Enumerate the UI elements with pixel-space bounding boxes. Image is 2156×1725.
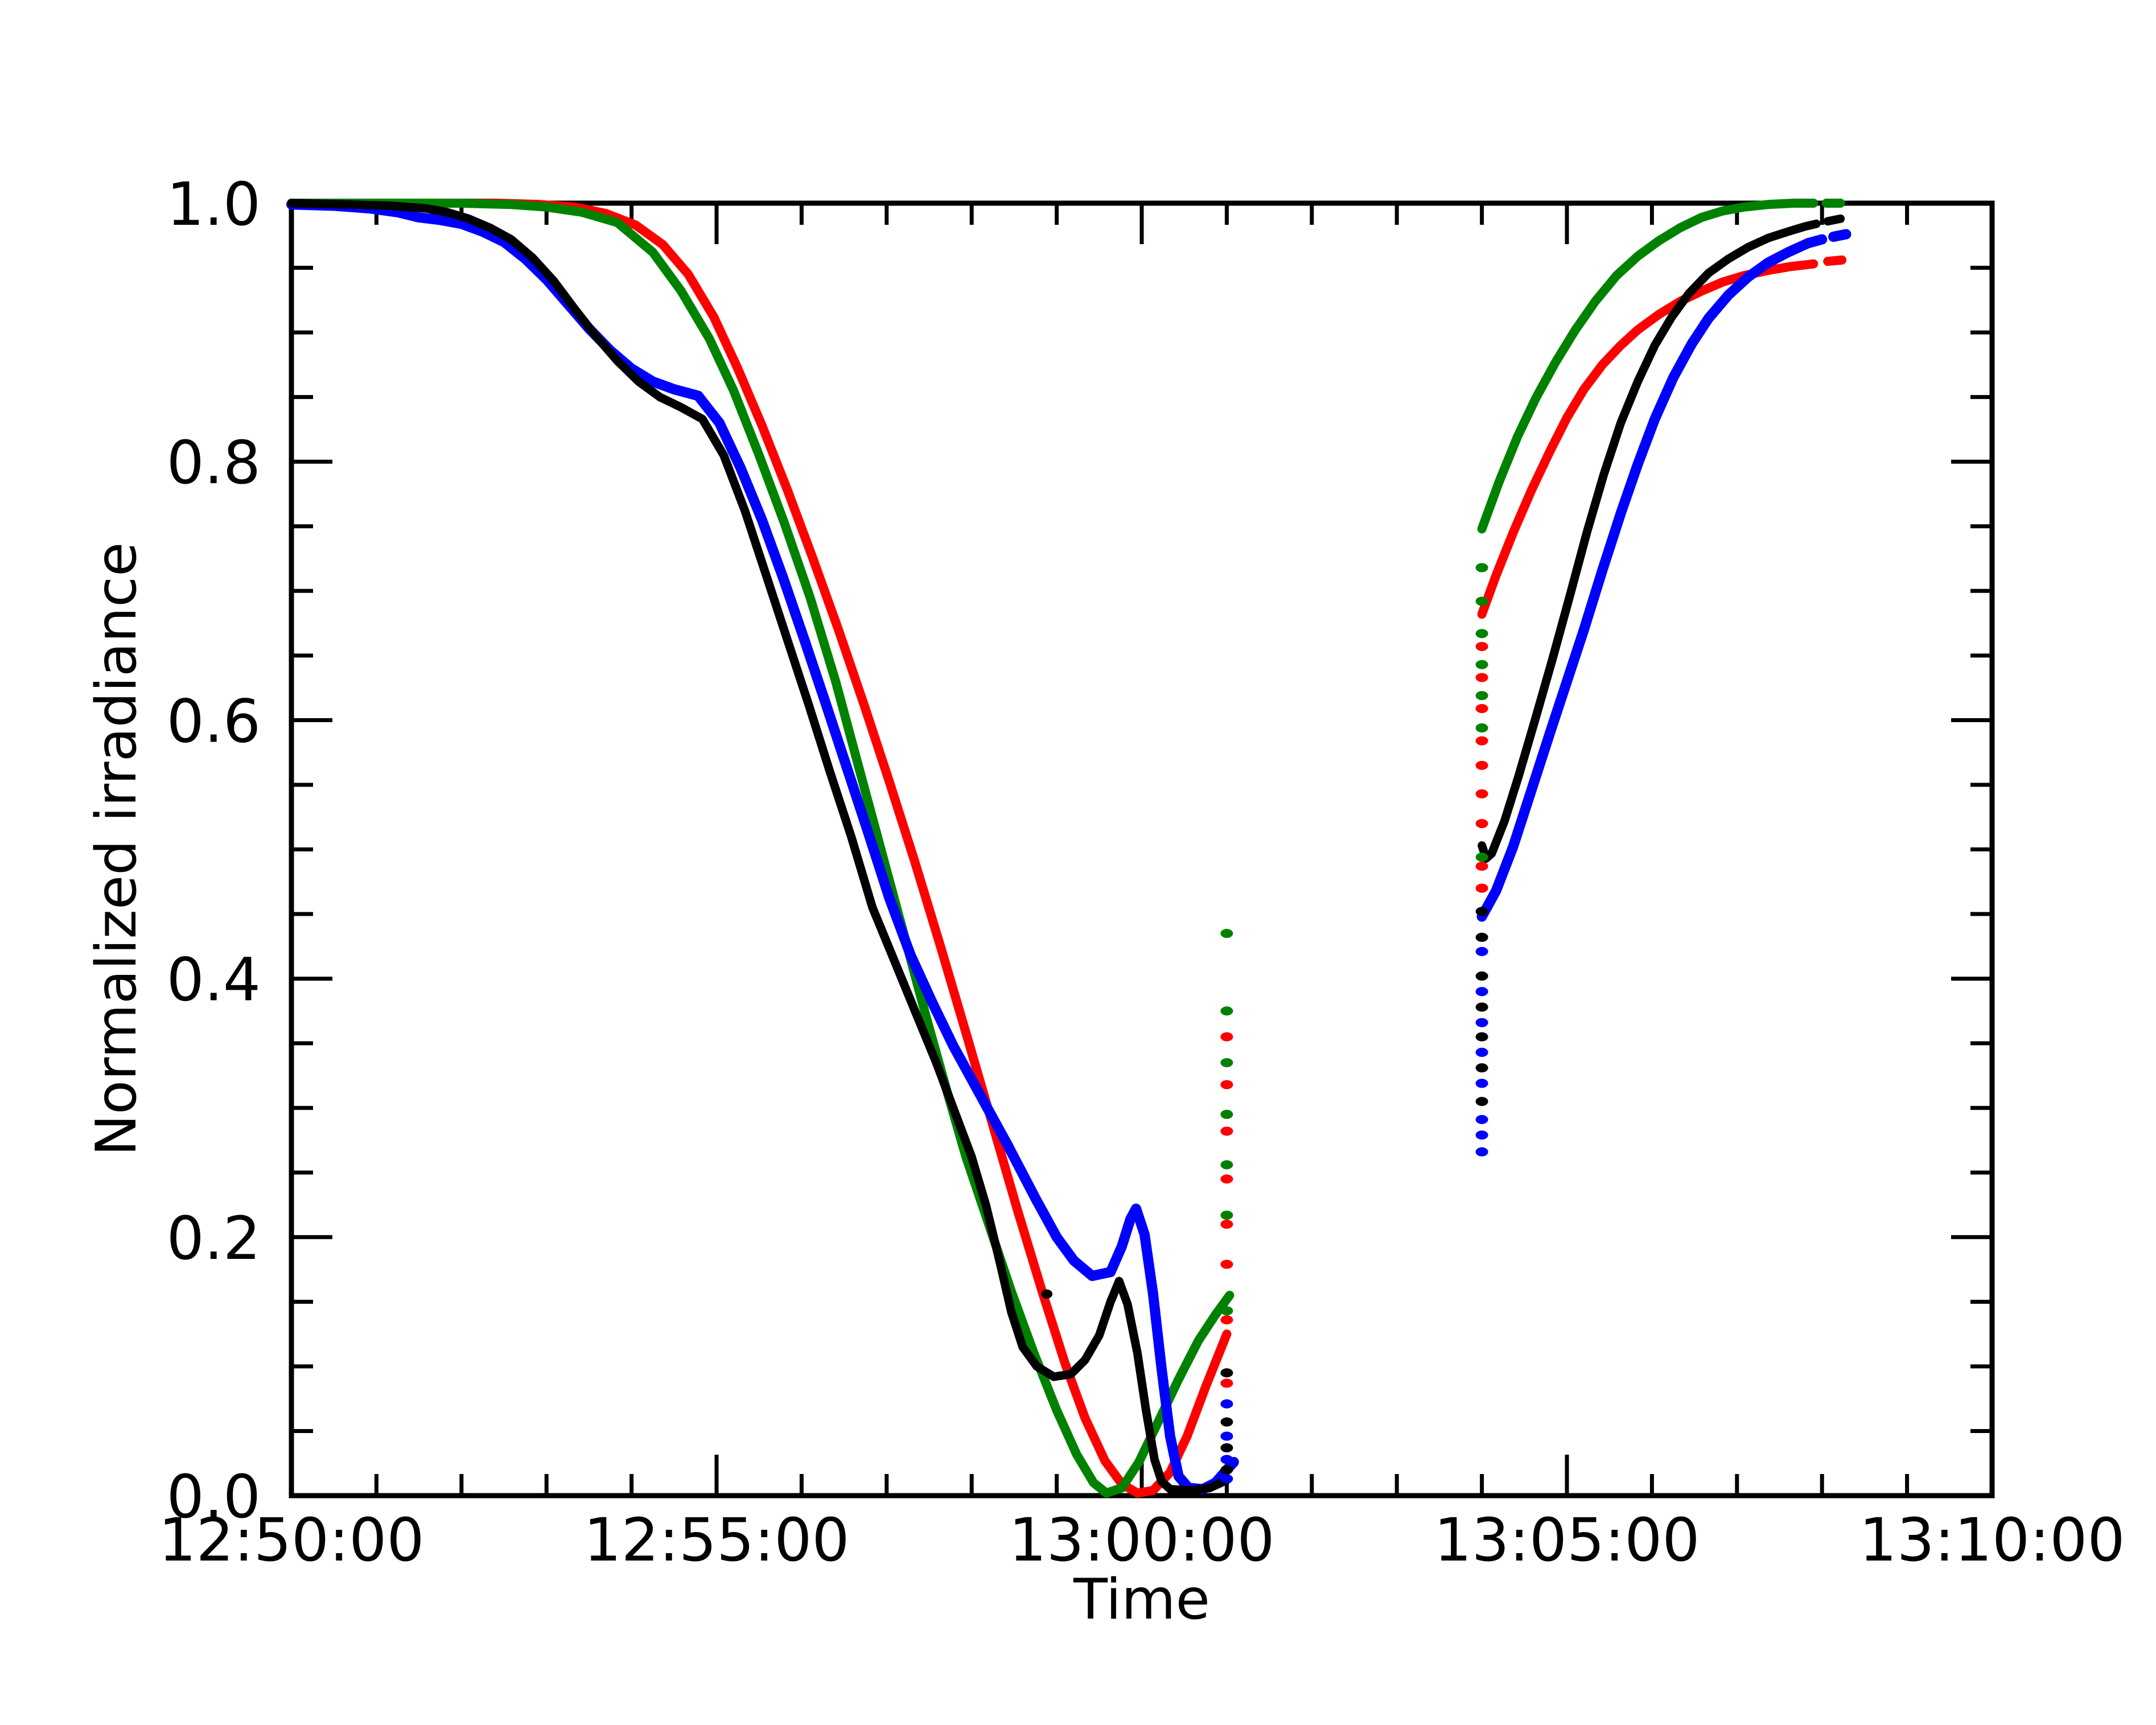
dropout-dot bbox=[1220, 1417, 1233, 1427]
dropout-dot bbox=[1475, 673, 1488, 682]
dropout-dot bbox=[1475, 1147, 1488, 1156]
dropout-dot bbox=[1475, 1018, 1488, 1027]
dropout-dot bbox=[1220, 1126, 1233, 1136]
dropout-dot bbox=[1475, 1048, 1488, 1057]
dropout-dot bbox=[1475, 987, 1488, 997]
dropout-dot bbox=[1220, 1474, 1233, 1484]
dropout-dot bbox=[1475, 1130, 1488, 1140]
dropout-dot bbox=[1220, 1378, 1233, 1388]
curve-red-model-curve bbox=[287, 199, 1232, 1498]
curve-blue-data-curve bbox=[1828, 229, 1851, 242]
y-tick-label: 0.8 bbox=[167, 428, 261, 497]
dropout-dot bbox=[1220, 929, 1233, 938]
dropout-dot bbox=[1220, 1160, 1233, 1170]
dropout-dot bbox=[1475, 629, 1488, 639]
dropout-dot bbox=[1475, 819, 1488, 829]
dropout-dot bbox=[1475, 563, 1488, 573]
dropout-dot bbox=[1475, 1078, 1488, 1088]
curve-blue-data-curve bbox=[1476, 234, 1828, 922]
y-tick-label: 0.6 bbox=[167, 686, 261, 756]
x-tick-label: 13:05:00 bbox=[1434, 1505, 1700, 1575]
dropout-dot bbox=[1475, 1002, 1488, 1012]
y-tick-label: 0.0 bbox=[167, 1462, 261, 1531]
dropout-dot bbox=[1220, 1032, 1233, 1041]
dropout-dot bbox=[1475, 789, 1488, 798]
dropout-dot bbox=[1475, 1063, 1488, 1073]
dropout-dot bbox=[1475, 736, 1488, 746]
dropout-dot bbox=[1475, 723, 1488, 733]
curve-blue-data-curve bbox=[286, 199, 1239, 1495]
y-tick-label: 0.2 bbox=[167, 1204, 261, 1273]
dropout-dot bbox=[1220, 1443, 1233, 1452]
dropout-dot bbox=[1475, 853, 1488, 862]
curve-green-model-curve bbox=[287, 199, 1235, 1498]
x-tick-label: 13:10:00 bbox=[1859, 1505, 2125, 1575]
dropout-dot bbox=[1220, 1211, 1233, 1220]
dropout-dot bbox=[1220, 1259, 1233, 1269]
curve-black-data-curve bbox=[1823, 214, 1845, 226]
x-axis-title: Time bbox=[1073, 1567, 1210, 1632]
dropout-dot bbox=[1475, 641, 1488, 651]
curve-black-data-curve bbox=[1478, 219, 1821, 863]
dropout-dot bbox=[1475, 883, 1488, 893]
dropout-dot bbox=[1475, 1097, 1488, 1106]
x-tick-label: 13:00:00 bbox=[1009, 1505, 1274, 1575]
dropout-dot bbox=[1220, 1465, 1233, 1475]
dropout-dot bbox=[1220, 1368, 1233, 1378]
dropout-dot bbox=[1220, 1174, 1233, 1184]
curve-red-model-curve bbox=[1823, 255, 1847, 266]
dropout-dot bbox=[1220, 1431, 1233, 1441]
y-tick-label: 0.4 bbox=[167, 945, 261, 1015]
dropout-dot bbox=[1220, 1110, 1233, 1119]
dropout-dot bbox=[1475, 660, 1488, 669]
dropout-dot bbox=[1220, 1315, 1233, 1325]
y-tick-label: 1.0 bbox=[167, 170, 261, 239]
dropout-dot bbox=[1475, 907, 1488, 916]
dropout-dot bbox=[1475, 932, 1488, 942]
curve-green-model-curve bbox=[1477, 199, 1818, 534]
stray-dot bbox=[1041, 1289, 1053, 1299]
dropout-dot bbox=[1475, 946, 1488, 956]
y-axis-title: Normalized irradiance bbox=[84, 542, 149, 1156]
dropout-dot bbox=[1220, 1058, 1233, 1068]
x-tick-label: 12:50:00 bbox=[158, 1505, 424, 1575]
dropout-dot bbox=[1220, 1306, 1233, 1316]
dropout-dot bbox=[1475, 760, 1488, 770]
dropout-dot bbox=[1475, 691, 1488, 701]
dropout-dot bbox=[1220, 1399, 1233, 1409]
dropout-dot bbox=[1475, 1032, 1488, 1041]
plot-frame bbox=[289, 200, 1995, 1498]
dropout-dot bbox=[1220, 1220, 1233, 1229]
curve-black-data-curve bbox=[287, 199, 1231, 1495]
dropout-dot bbox=[1475, 862, 1488, 871]
x-tick-label: 12:55:00 bbox=[583, 1505, 849, 1575]
dropout-dot bbox=[1220, 1080, 1233, 1089]
dropout-dot bbox=[1220, 1455, 1233, 1464]
dropout-dot bbox=[1475, 703, 1488, 713]
dropout-dot bbox=[1475, 1115, 1488, 1125]
dropout-dot bbox=[1475, 971, 1488, 981]
dropout-dot bbox=[1220, 1006, 1233, 1016]
dropout-dot bbox=[1475, 596, 1488, 606]
